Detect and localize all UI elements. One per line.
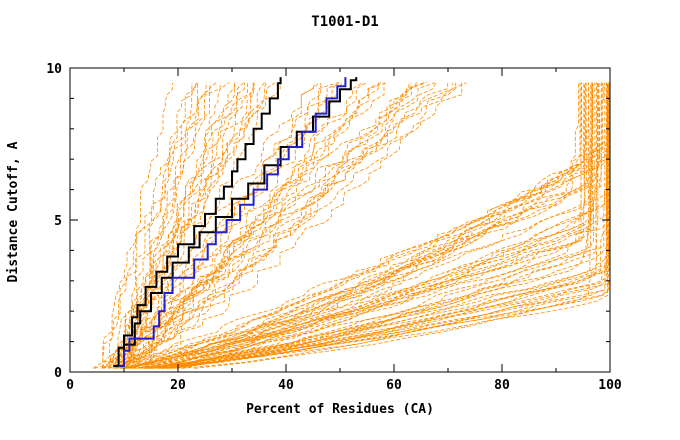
ensemble-curve (131, 82, 457, 369)
axis-ticks (69, 67, 611, 373)
ensemble-curve (121, 82, 385, 369)
ensemble-curve (116, 82, 437, 369)
ensemble-curve (128, 82, 586, 369)
ensemble-curve (118, 82, 265, 369)
ensemble-curve (128, 82, 610, 369)
y-axis-label: Distance Cutoff, A (6, 141, 21, 282)
ensemble-curve (123, 82, 610, 369)
y-tick-label: 0 (54, 366, 62, 381)
ensemble-curves (92, 82, 610, 369)
ensemble-curve (115, 82, 255, 369)
ensemble-curve (158, 82, 608, 369)
ensemble-curve (101, 82, 198, 369)
ensemble-curve (104, 82, 454, 369)
y-tick-label: 10 (46, 62, 62, 77)
ensemble-curve (160, 82, 609, 369)
ensemble-curve (120, 82, 412, 369)
ensemble-curve (144, 82, 593, 369)
ensemble-curve (129, 82, 254, 369)
ensemble-curve (147, 82, 610, 369)
x-tick-label: 20 (170, 378, 186, 393)
ensemble-curve (139, 82, 610, 369)
ensemble-curve (128, 82, 610, 369)
model-black-1 (113, 77, 282, 367)
ensemble-curve (148, 82, 583, 369)
ensemble-curve (128, 82, 248, 369)
ensemble-curve (163, 82, 603, 369)
ensemble-curve (123, 82, 340, 369)
ensemble-curve (135, 82, 425, 369)
ensemble-curve (118, 82, 221, 369)
ensemble-curve (125, 82, 593, 369)
ensemble-curve (134, 82, 418, 369)
ensemble-curve (145, 82, 589, 369)
y-tick-label: 5 (54, 214, 62, 229)
ensemble-curve (121, 82, 320, 369)
ensemble-curve (161, 82, 597, 369)
ensemble-curve (134, 82, 602, 369)
ensemble-curve (148, 82, 607, 369)
x-tick-label: 0 (66, 378, 74, 393)
ensemble-curve (123, 82, 585, 369)
highlight-curves (113, 77, 358, 367)
ensemble-curve (107, 82, 237, 369)
ensemble-curve (158, 82, 610, 369)
ensemble-curve (130, 82, 594, 369)
x-tick-label: 100 (598, 378, 622, 393)
x-tick-label: 60 (386, 378, 402, 393)
ensemble-curve (136, 82, 610, 369)
ensemble-curve (132, 82, 382, 369)
ensemble-curve (176, 82, 610, 369)
ensemble-curve (181, 82, 610, 369)
ensemble-curve (182, 82, 606, 369)
ensemble-curve (157, 82, 596, 369)
ensemble-curve (154, 82, 585, 369)
ensemble-curve (123, 82, 427, 369)
x-axis-label: Percent of Residues (CA) (246, 402, 434, 417)
ensemble-curve (144, 82, 610, 369)
ensemble-curve (161, 82, 610, 369)
ensemble-curve (108, 82, 197, 369)
ensemble-curve (127, 82, 587, 369)
ensemble-curve (109, 82, 244, 369)
ensemble-curve (194, 82, 599, 369)
ensemble-curve (124, 82, 463, 369)
ensemble-curve (141, 82, 589, 369)
ensemble-curve (153, 82, 582, 369)
ensemble-curve (151, 82, 605, 369)
ensemble-curve (121, 82, 436, 369)
ensemble-curve (165, 82, 610, 369)
ensemble-curve (123, 82, 235, 369)
ensemble-curve (125, 82, 199, 369)
ensemble-curve (165, 82, 610, 369)
ensemble-curve (167, 82, 609, 369)
model-blue (118, 77, 347, 367)
ensemble-curve (116, 82, 467, 369)
ensemble-curve (169, 82, 609, 369)
chart-title: T1001-D1 (311, 14, 378, 30)
ensemble-curve (159, 82, 610, 369)
ensemble-curve (103, 82, 344, 369)
ensemble-curve (114, 82, 364, 369)
ensemble-curve (126, 82, 367, 369)
model-black-2 (115, 77, 358, 367)
ensemble-curve (139, 82, 581, 369)
ensemble-curve (102, 82, 211, 369)
ensemble-curve (101, 82, 449, 369)
x-tick-label: 80 (494, 378, 510, 393)
axis-tick-labels: 0 20 40 60 80 100 0 5 10 (46, 62, 622, 393)
ensemble-curve (125, 82, 410, 369)
ensemble-curve (139, 82, 591, 369)
ensemble-curve (102, 82, 174, 369)
ensemble-curve (114, 82, 610, 369)
ensemble-curve (114, 82, 230, 369)
x-tick-label: 40 (278, 378, 294, 393)
ensemble-curve (94, 82, 254, 369)
ensemble-curve (130, 82, 217, 369)
ensemble-curve (125, 82, 600, 369)
ensemble-curve (112, 82, 339, 369)
